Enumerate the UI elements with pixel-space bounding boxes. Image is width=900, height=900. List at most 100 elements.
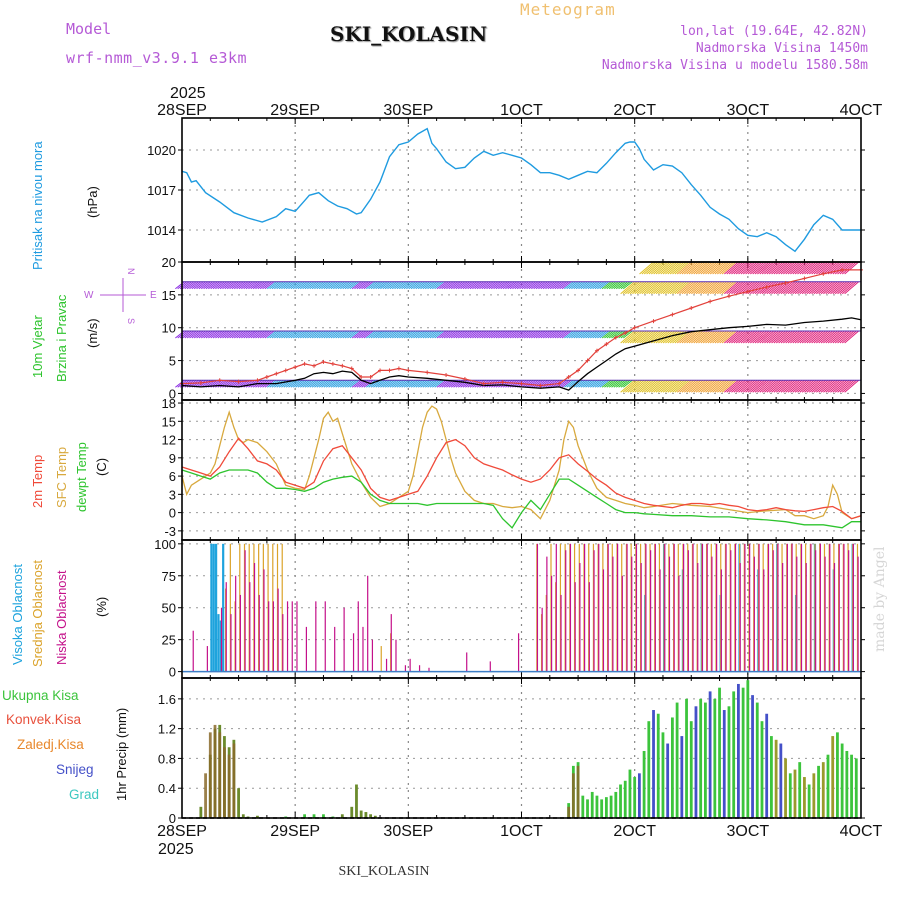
precip-bar-total	[586, 799, 589, 818]
wind-barb	[808, 330, 824, 344]
cloud-ylabel-low: Niska Oblacnost	[54, 570, 69, 665]
y-tick-label: 0.4	[158, 781, 176, 796]
cloud-bar	[541, 607, 543, 672]
altitude-text: Nadmorska Visina 1450m	[695, 41, 868, 56]
wind-barb	[639, 330, 654, 344]
wind-barb	[632, 281, 647, 295]
wind-barb	[676, 379, 692, 393]
wind-barb	[309, 379, 320, 388]
cloud-bar	[249, 582, 251, 672]
wind-barb	[641, 330, 657, 344]
precip-bar-conv	[208, 732, 212, 818]
wind-barb	[627, 281, 643, 295]
wind-barb	[698, 330, 713, 344]
wind-barb	[823, 281, 838, 295]
wind-barb	[825, 379, 841, 393]
wind-barb	[662, 261, 678, 275]
wind-barb	[587, 379, 598, 388]
wind-barb	[417, 330, 428, 339]
wind-barb	[714, 379, 730, 393]
wind-barb	[691, 261, 706, 275]
wind-barb	[634, 379, 650, 393]
precip-bar-conv	[223, 747, 226, 818]
wind-barb	[505, 281, 515, 290]
wind-barb	[325, 379, 336, 388]
wind-barb	[818, 379, 834, 393]
cloud-bar	[838, 543, 840, 672]
wind-barb	[413, 379, 423, 388]
wind-barb	[476, 330, 487, 339]
precip-bar-total	[614, 791, 618, 818]
cloud-bar	[466, 652, 468, 672]
wind-barb	[349, 281, 360, 290]
wind-barb	[531, 281, 541, 290]
precip-bar-total	[798, 762, 802, 818]
wind-barb	[681, 261, 697, 275]
wind-barb	[217, 281, 228, 290]
wind-barb	[523, 330, 534, 339]
wind-barb	[775, 330, 791, 344]
wind-barb	[377, 281, 388, 290]
wind-barb	[236, 330, 246, 339]
wind-barb	[728, 261, 744, 275]
wind-barb	[604, 281, 614, 290]
cloud-bar	[390, 614, 392, 672]
wind-barb	[429, 281, 440, 290]
wind-barb	[361, 330, 371, 339]
wind-barb	[554, 281, 565, 290]
cloud-bar	[815, 550, 817, 672]
wind-barb	[646, 379, 661, 393]
wind-barb	[363, 330, 374, 339]
wind-barb	[368, 281, 378, 290]
wind-barb	[354, 379, 364, 388]
wind-barb	[733, 379, 749, 393]
precip-bar-total	[623, 780, 627, 818]
precip-bar-conv	[204, 773, 207, 818]
wind-barb	[618, 281, 628, 290]
wind-barb	[813, 261, 829, 275]
wind-barb	[658, 379, 673, 393]
wind-barb	[589, 379, 600, 388]
cloud-bar	[753, 556, 755, 672]
wind-barb	[250, 281, 261, 290]
y-tick-label: 9	[169, 451, 176, 466]
wind-barb	[580, 379, 591, 388]
wind-barb	[243, 281, 254, 290]
wind-barb	[688, 261, 704, 275]
y-tick-label: 0.8	[158, 751, 176, 766]
wind-barb	[623, 330, 633, 339]
wind-barb	[726, 281, 742, 295]
wind-barb	[276, 330, 287, 339]
wind-barb	[547, 281, 558, 290]
wind-barb	[585, 281, 595, 290]
wind-barb	[700, 330, 716, 344]
wind-barb	[676, 261, 692, 275]
wind-barb	[726, 379, 742, 393]
wind-barb	[342, 281, 353, 290]
precip-bar-total	[722, 710, 726, 818]
precip-legend-2: Zaledj.Kisa	[17, 737, 84, 752]
wind-barb	[361, 379, 371, 388]
cloud-bar	[268, 601, 270, 672]
wind-barb	[269, 281, 279, 290]
wind-barb	[535, 330, 546, 339]
wind-barb	[502, 379, 513, 388]
wind-barb	[422, 330, 433, 339]
wind-barb	[837, 330, 852, 344]
wind-barb	[650, 261, 666, 275]
wind-barb	[818, 281, 834, 295]
cloud-bar	[767, 543, 769, 672]
wind-barb	[752, 261, 768, 275]
wind-barb	[733, 281, 749, 295]
wind-barb	[349, 330, 360, 339]
wind-barb	[483, 330, 494, 339]
wind-barb	[333, 379, 343, 388]
wind-barb	[410, 379, 421, 388]
wind-barb	[521, 281, 532, 290]
cloud-bar	[352, 633, 355, 672]
wind-barb	[585, 379, 595, 388]
y-tick-label: 3	[169, 487, 176, 502]
x-tick-label-bottom: 28SEP	[157, 823, 207, 840]
wind-barb	[566, 330, 577, 339]
wind-barb	[429, 379, 440, 388]
